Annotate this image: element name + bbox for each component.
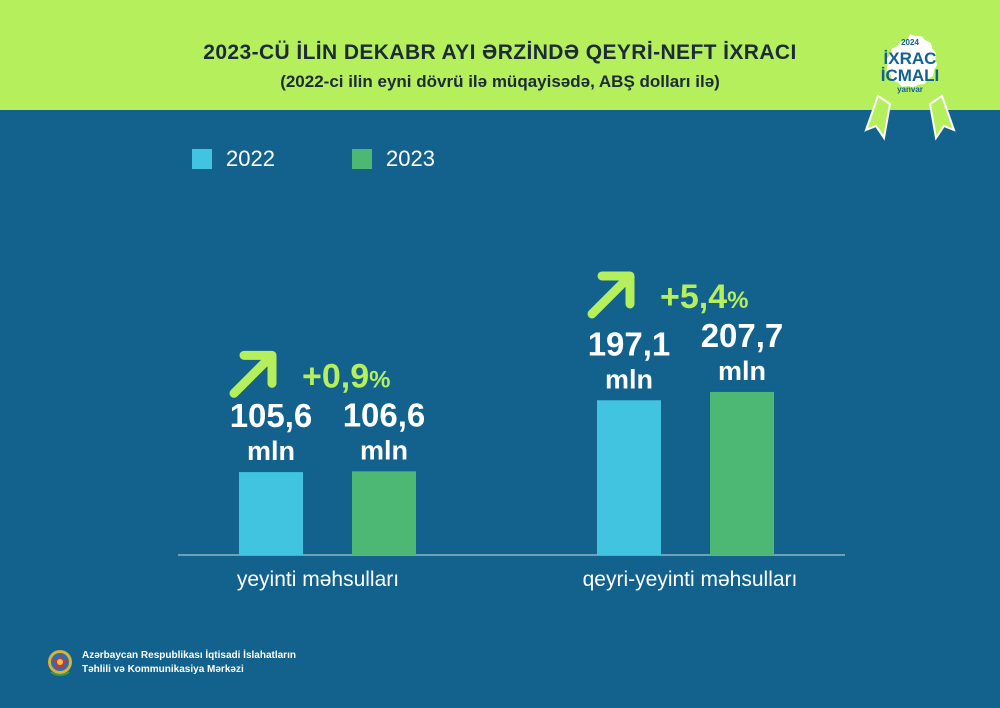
badge-ribbon-left xyxy=(864,94,892,141)
growth-suffix: % xyxy=(727,287,748,314)
chart-title: 2023-CÜ İLİN DEKABR AYI ƏRZİNDƏ QEYRİ-NE… xyxy=(203,41,797,64)
growth-number: +0,9 xyxy=(302,357,369,395)
growth-suffix: % xyxy=(369,366,390,393)
badge-month: yanvar xyxy=(897,85,923,94)
bar-unit-2023-category-0: mln xyxy=(360,435,408,465)
state-emblem-icon xyxy=(48,650,72,676)
bar-2022-category-0 xyxy=(239,472,303,555)
bar-value-2022-category-1: 197,1 xyxy=(588,325,671,362)
export-review-badge: 2024 İXRAC İCMALI yanvar xyxy=(864,34,956,141)
bar-unit-2023-category-1: mln xyxy=(718,356,766,386)
legend-item-2022: 2022 xyxy=(192,146,275,171)
legend-swatch-2023 xyxy=(352,149,372,169)
bar-unit-2022-category-0: mln xyxy=(247,436,295,466)
legend-item-2023: 2023 xyxy=(352,146,435,171)
legend-swatch-2022 xyxy=(192,149,212,169)
badge-ribbon-right xyxy=(928,94,956,141)
growth-arrow-icon xyxy=(229,350,277,398)
chart-subtitle: (2022-ci ilin eyni dövrü ilə müqayisədə,… xyxy=(280,72,720,91)
bar-value-2023-category-0: 106,6 xyxy=(343,396,426,433)
growth-label-category-1: +5,4% xyxy=(660,278,748,316)
bar-value-2022-category-0: 105,6 xyxy=(230,397,313,434)
footer-line1: Azərbaycan Respublikası İqtisadi İslahat… xyxy=(82,650,296,661)
legend-label-2023: 2023 xyxy=(386,146,435,171)
footer-line2: Təhlili və Kommunikasiya Mərkəzi xyxy=(82,664,244,675)
bar-unit-2022-category-1: mln xyxy=(605,364,653,394)
header-banner xyxy=(0,0,1000,110)
bar-2023-category-1 xyxy=(710,391,774,555)
bar-value-2023-category-1: 207,7 xyxy=(701,317,784,354)
category-label-food: yeyinti məhsulları xyxy=(236,568,400,591)
badge-line2: İCMALI xyxy=(881,66,940,85)
growth-arrow-icon xyxy=(587,271,635,319)
category-label-non-food: qeyri-yeyinti məhsulları xyxy=(582,568,798,591)
growth-number: +5,4 xyxy=(660,278,727,316)
legend-label-2022: 2022 xyxy=(226,146,275,171)
badge-year: 2024 xyxy=(901,38,919,47)
bar-2023-category-0 xyxy=(352,471,416,555)
footer: Azərbaycan Respublikası İqtisadi İslahat… xyxy=(46,648,296,678)
badge-seal xyxy=(886,34,938,88)
badge-line1: İXRAC xyxy=(884,49,937,68)
bar-2022-category-1 xyxy=(597,400,661,555)
growth-label-category-0: +0,9% xyxy=(302,357,390,395)
footer-text: Azərbaycan Respublikası İqtisadi İslahat… xyxy=(82,649,296,677)
